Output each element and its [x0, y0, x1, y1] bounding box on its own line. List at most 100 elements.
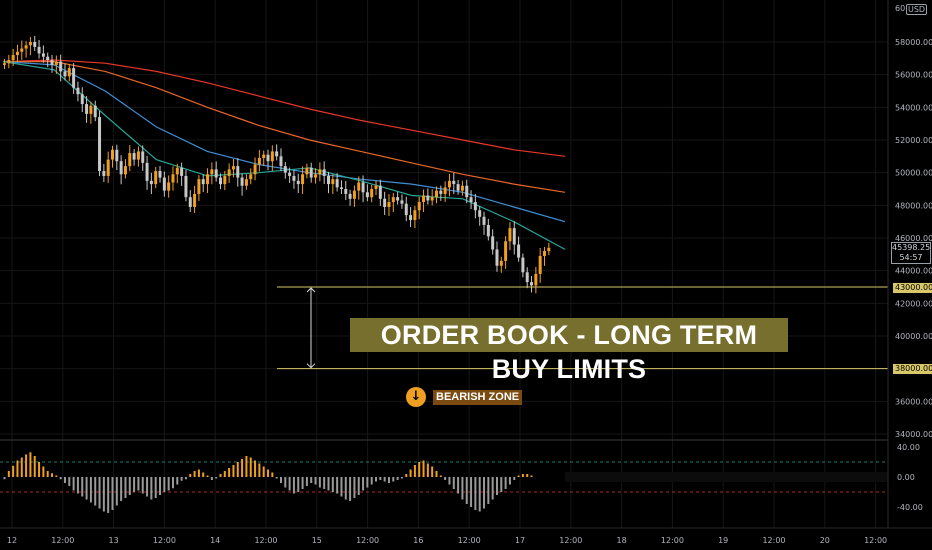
- osc-bar: [400, 477, 403, 479]
- osc-bar: [340, 477, 343, 497]
- osc-bar: [387, 477, 390, 483]
- candle-body: [257, 157, 261, 165]
- candle-body: [132, 153, 136, 160]
- osc-bar: [288, 477, 291, 491]
- moving-average-line: [2, 61, 566, 250]
- time-tick-label: 12:00: [661, 536, 684, 545]
- osc-tick-label: -40.00: [897, 503, 923, 512]
- arrow-down-circle-icon: ↓: [406, 387, 426, 407]
- osc-bar: [500, 477, 503, 492]
- osc-bar: [245, 456, 248, 477]
- candle-body: [171, 174, 175, 183]
- osc-bar: [465, 477, 468, 504]
- candle-body: [331, 179, 335, 185]
- price-tick-label: 34000.00: [895, 430, 932, 439]
- time-tick-label: 12:00: [458, 536, 481, 545]
- osc-bar: [72, 477, 75, 491]
- candle-body: [59, 61, 63, 72]
- range-arrow-head-down: [306, 363, 316, 369]
- time-tick-label: 15: [312, 536, 322, 545]
- currency-badge[interactable]: USD: [906, 4, 928, 15]
- candle-body: [473, 202, 477, 211]
- osc-bar: [236, 462, 239, 477]
- candle-body: [201, 179, 205, 185]
- osc-bar: [210, 477, 213, 480]
- osc-bar: [405, 474, 408, 477]
- osc-bar: [115, 477, 118, 506]
- osc-bar: [439, 475, 442, 477]
- candle-body: [543, 251, 546, 256]
- candle-body: [136, 151, 140, 160]
- osc-bar: [474, 477, 477, 510]
- price-axis: 58000.00 56000.00 54000.00 52000.00 50000.00…: [895, 38, 932, 439]
- candle-body: [244, 179, 248, 186]
- price-tick-label: 56000.00: [895, 71, 932, 80]
- candle-body: [72, 68, 76, 88]
- osc-bar: [353, 477, 356, 498]
- bearish-zone-label[interactable]: BEARISH ZONE: [433, 390, 523, 405]
- candle-body: [465, 185, 469, 198]
- candle-body: [223, 175, 227, 185]
- time-tick-label: 12:00: [254, 536, 277, 545]
- osc-bar: [357, 477, 360, 495]
- price-tick-label: 52000.00: [895, 136, 932, 145]
- candle-body: [482, 216, 486, 225]
- time-tick-label: 16: [413, 536, 423, 545]
- osc-bar: [422, 460, 425, 477]
- osc-bar: [59, 477, 62, 480]
- osc-bar: [314, 477, 317, 485]
- candle-body: [145, 162, 149, 181]
- candle-body: [344, 189, 348, 194]
- candle-body: [240, 177, 244, 186]
- osc-bar: [154, 477, 157, 498]
- candle-body: [141, 151, 145, 163]
- moving-average-lines: [2, 59, 566, 250]
- candle-body: [396, 197, 400, 201]
- osc-bar: [51, 473, 54, 477]
- osc-bar: [159, 477, 162, 495]
- candle-body: [426, 195, 430, 201]
- time-tick-label: 18: [617, 536, 627, 545]
- osc-bar: [215, 477, 218, 479]
- price-tick-label: 36000.00: [895, 397, 932, 406]
- range-arrow: [306, 287, 316, 369]
- candle-body: [460, 185, 464, 191]
- candle-body: [378, 185, 382, 199]
- candle-body: [98, 117, 102, 172]
- osc-bar: [33, 456, 36, 477]
- candle-body: [106, 159, 110, 176]
- candle-body: [348, 193, 352, 199]
- candle-body: [456, 184, 460, 191]
- osc-bar: [379, 477, 382, 480]
- osc-bar: [457, 477, 460, 494]
- candle-body: [292, 175, 296, 181]
- osc-bar: [336, 477, 339, 494]
- osc-bar: [470, 477, 473, 507]
- osc-bar: [409, 469, 412, 477]
- candle-body: [175, 167, 179, 175]
- osc-bar: [85, 477, 88, 500]
- osc-bar: [133, 477, 136, 492]
- candle-body: [7, 59, 11, 64]
- osc-bar: [370, 477, 373, 485]
- order-book-banner[interactable]: ORDER BOOK - LONG TERM BUY LIMITS: [350, 318, 788, 384]
- candle-body: [266, 154, 270, 162]
- candle-body: [236, 166, 240, 178]
- candle-body: [76, 87, 80, 95]
- candle-body: [184, 175, 188, 198]
- candle-body: [301, 174, 305, 185]
- candle-body: [3, 63, 6, 65]
- candle-body: [123, 166, 127, 175]
- candle-body: [46, 56, 50, 60]
- candle-body: [41, 53, 45, 57]
- osc-bar: [25, 454, 28, 477]
- osc-bar: [232, 465, 235, 477]
- osc-bar: [89, 477, 92, 503]
- price-tick-label: 42000.00: [895, 299, 932, 308]
- osc-bar: [141, 477, 144, 494]
- candle-body: [279, 156, 283, 167]
- osc-bar: [461, 477, 464, 500]
- last-price: 45398.25: [892, 243, 931, 252]
- osc-bar: [292, 477, 295, 494]
